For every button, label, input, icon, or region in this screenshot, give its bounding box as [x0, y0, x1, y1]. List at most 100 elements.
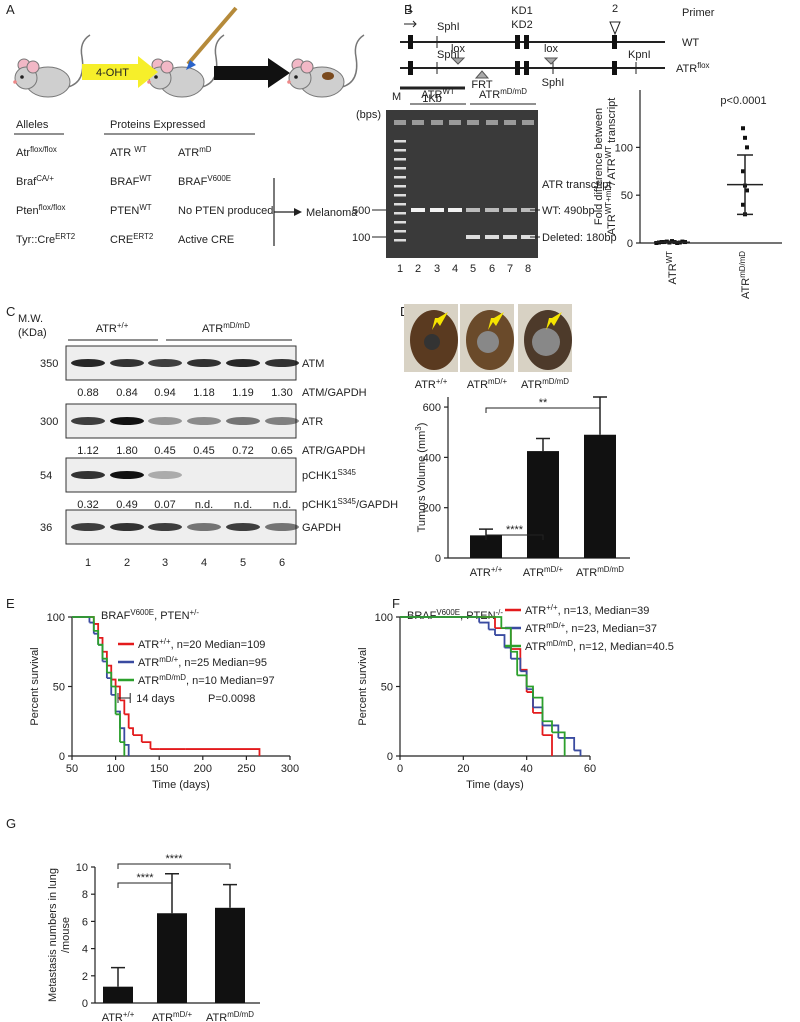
text-run: BRAF — [101, 610, 131, 622]
text-run: ATR — [415, 379, 436, 391]
y-tick-label: 10 — [76, 862, 88, 874]
text-run: 0.94 — [154, 387, 175, 399]
tumor — [424, 334, 440, 350]
text-run: ATR — [740, 278, 752, 299]
error-bar — [536, 437, 550, 452]
superscript: mD/+ — [173, 1010, 192, 1019]
blot-band — [226, 417, 260, 425]
blot-name: GAPDH — [302, 522, 341, 534]
text-run: ATR — [523, 567, 544, 579]
gel-well — [486, 120, 498, 125]
ratio-value: 0.72 — [232, 445, 253, 457]
superscript: flox — [697, 61, 709, 70]
text-run: BRAF — [110, 176, 140, 188]
text-run: 36 — [40, 522, 52, 534]
error-bar — [111, 966, 125, 987]
survival-step — [111, 685, 117, 715]
blot-band — [148, 523, 182, 531]
ladder-band — [394, 230, 406, 233]
text-run: 3 — [162, 557, 168, 569]
text-run: 350 — [40, 358, 58, 370]
text-run: Time (days) — [152, 779, 210, 791]
text-run: Primer — [682, 7, 715, 19]
y-axis-label: Fold difference between — [593, 108, 605, 225]
ratio-value: n.d. — [273, 499, 291, 511]
blot-band — [110, 359, 144, 367]
text-run: WT: 490bp — [542, 205, 595, 217]
blot-name: pCHK1S345 — [302, 468, 357, 483]
lox-site — [450, 57, 466, 65]
survival-step — [128, 727, 134, 736]
band-wt — [430, 208, 444, 212]
lane-number: 6 — [489, 263, 495, 275]
photo-label: ATR+/+ — [415, 377, 448, 392]
text-run: 100 — [47, 612, 65, 624]
ratio-value: 0.45 — [193, 445, 214, 457]
text-run: / — [606, 179, 618, 185]
panel-label: C — [6, 304, 15, 319]
data-point — [743, 135, 747, 140]
y-axis-label: Metastasis numbers in lung — [47, 868, 59, 1002]
gel — [386, 110, 538, 258]
x-tick-label: 200 — [194, 763, 212, 775]
mouse-ear — [160, 60, 174, 74]
blot-band — [148, 359, 182, 367]
superscript: mD/mD — [227, 1010, 254, 1019]
protein-after: No PTEN produced — [178, 205, 273, 217]
ladder-band — [394, 212, 406, 215]
x-tick-label: 50 — [66, 763, 78, 775]
text-run: ATR — [521, 379, 542, 391]
sd-bar — [664, 240, 680, 244]
ratio-value: 0.49 — [116, 499, 137, 511]
y-tick-label: 2 — [82, 971, 88, 983]
frt-site — [474, 70, 490, 79]
tumor — [532, 328, 560, 356]
y-tick-label: 50 — [381, 682, 393, 694]
superscript: mD/mD — [500, 87, 527, 96]
text-run: Active CRE — [178, 234, 234, 246]
survival-step — [479, 621, 490, 630]
protein-after: BRAFV600E — [178, 174, 231, 189]
site-label: lox — [451, 43, 466, 55]
text-run: ATR — [202, 323, 223, 335]
superscript: ERT2 — [55, 232, 75, 241]
band-label: ATR transcript — [542, 179, 611, 191]
panel-label: E — [6, 596, 15, 611]
panel-label: A — [6, 2, 15, 17]
exon — [515, 61, 520, 75]
protein-before: ATR WT — [110, 145, 147, 160]
x-axis-label: Time (days) — [466, 779, 524, 791]
superscript: +/+ — [123, 1010, 135, 1019]
superscript: ERT2 — [133, 232, 153, 241]
survival-step — [533, 706, 544, 726]
survival-step — [526, 685, 534, 698]
superscript: mD/+ — [546, 621, 565, 630]
survival-step — [501, 627, 512, 652]
text-run: ATR — [676, 63, 697, 75]
sig-label: **** — [506, 524, 524, 536]
text-run: KD2 — [511, 19, 532, 31]
gel-well — [522, 120, 534, 125]
mouse-ear — [26, 60, 40, 74]
superscript: WT+mD — [604, 185, 613, 214]
y-tick-label: 100 — [47, 612, 65, 624]
allele-label: Ptenflox/flox — [16, 203, 65, 218]
text-run: 7 — [507, 263, 513, 275]
text-run: BRAF — [407, 610, 437, 622]
text-run: 1 — [85, 557, 91, 569]
superscript: +/+ — [436, 377, 448, 386]
panel-label: G — [6, 816, 16, 831]
text-run: 6 — [279, 557, 285, 569]
text-run: 0.88 — [77, 387, 98, 399]
sig-label: **** — [136, 872, 154, 884]
y-tick-label: 0 — [435, 553, 441, 565]
text-run: 400 — [423, 452, 441, 464]
sig-label: **** — [165, 853, 183, 865]
lane-number: 1 — [85, 557, 91, 569]
text-run: ATR — [470, 567, 491, 579]
ratio-value: 1.80 — [116, 445, 137, 457]
survival-step — [558, 737, 576, 751]
text-run: ATR — [178, 147, 199, 159]
text-run: 1Kb — [422, 93, 442, 105]
superscript: CA/+ — [36, 174, 54, 183]
